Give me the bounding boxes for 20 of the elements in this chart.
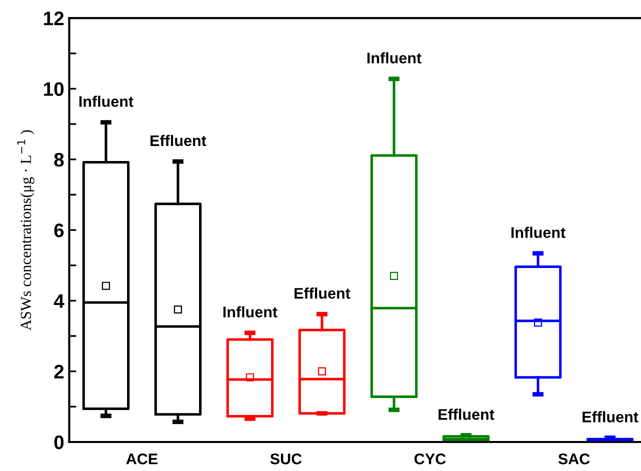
y-tick-label: 4 [54, 294, 64, 308]
y-tick-label: 6 [54, 224, 64, 238]
text: Influent [511, 226, 566, 238]
y-tick-label: 2 [54, 364, 64, 378]
x-tick-label: ACE [126, 454, 158, 464]
x-tick-label: SAC [558, 454, 590, 464]
text: Effluent [294, 288, 350, 299]
text: Effluent [150, 134, 206, 146]
y-tick-label: 8 [54, 152, 64, 167]
y-tick-label: 0 [54, 435, 64, 450]
text: Effluent [582, 411, 638, 422]
x-tick-label: SUC [270, 454, 302, 464]
text: Influent [79, 96, 134, 107]
x-tick-label: CYC [414, 454, 446, 464]
series-label: Influent [223, 306, 278, 318]
y-tick-label: 12 [44, 12, 64, 26]
y-tick-label: 10 [44, 82, 64, 96]
series-label: Effluent [438, 408, 494, 420]
text: Influent [367, 52, 422, 64]
y-axis-title: ASWs concentrations(μg · L$^{−1}$ ) [17, 130, 34, 330]
